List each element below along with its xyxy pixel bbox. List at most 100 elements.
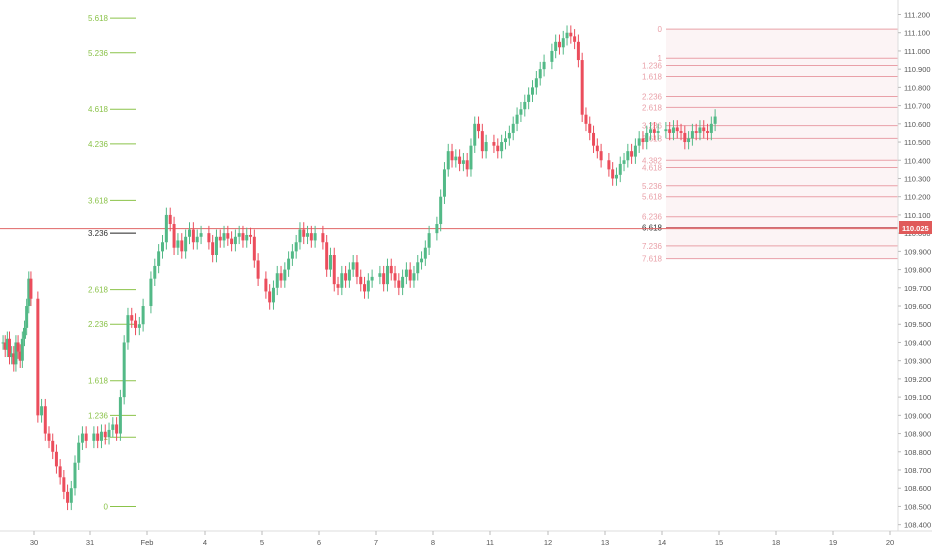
candle-body [271, 287, 275, 303]
candle-body [77, 442, 81, 463]
fib-right-level-label: 5.618 [642, 193, 663, 202]
candle-body [504, 138, 507, 143]
x-tick-label: Feb [141, 538, 154, 547]
y-tick-label: 109.700 [904, 284, 931, 293]
candle-body [355, 262, 359, 277]
candle-body [43, 406, 47, 434]
y-tick-label: 110.300 [904, 174, 931, 183]
x-tick-label: 18 [772, 538, 780, 547]
candle-body [687, 138, 691, 143]
candle-body [40, 406, 44, 416]
y-tick-label: 108.500 [904, 502, 931, 511]
candle-body [115, 424, 119, 434]
candle-body [469, 145, 473, 170]
x-tick-label: 31 [86, 538, 94, 547]
candle-body [366, 280, 370, 292]
x-tick-label: 7 [374, 538, 378, 547]
fib-right-level-label: 4.382 [642, 156, 663, 165]
candle-body [84, 433, 88, 441]
candle-body [347, 269, 351, 281]
candle-body [465, 160, 469, 170]
fib-right-zone [666, 29, 898, 259]
x-tick-label: 5 [260, 538, 264, 547]
candles [1, 25, 717, 511]
candle-body [668, 129, 672, 133]
candle-body [584, 114, 588, 124]
x-tick-label: 11 [486, 538, 494, 547]
candle-body [92, 433, 96, 441]
y-tick-label: 109.500 [904, 320, 931, 329]
y-tick-label: 108.600 [904, 484, 931, 493]
candle-body [461, 160, 465, 164]
candle-body [557, 41, 561, 48]
candle-body [176, 240, 180, 248]
candle-body [14, 342, 18, 365]
candle-body [47, 433, 51, 441]
x-tick-label: 4 [203, 538, 207, 547]
candle-body [473, 123, 477, 146]
fib-right-level-label: 1 [658, 54, 663, 63]
fib-left-level-label: 1 [104, 433, 109, 442]
candle-body [62, 477, 66, 492]
y-tick-label: 109.400 [904, 338, 931, 347]
candle-body [573, 36, 577, 42]
candle-body [435, 224, 439, 234]
fib-left-level-label: 5.618 [88, 14, 109, 23]
candle-body [27, 278, 31, 307]
candle-body [66, 491, 70, 503]
candle-body [279, 273, 283, 281]
candle-body [328, 255, 332, 270]
candle-body [370, 276, 374, 281]
candle-body [675, 127, 679, 132]
current-price-badge [899, 221, 932, 234]
candle-body [336, 284, 340, 288]
candle-body [54, 451, 58, 467]
candle-body [614, 174, 618, 179]
candle-body [29, 278, 33, 299]
candle-body [523, 101, 527, 110]
candle-body [12, 353, 16, 365]
y-tick-label: 110.400 [904, 156, 931, 165]
fib-left-level-label: 4.618 [88, 105, 109, 114]
fib-left-level-label: 3.618 [88, 196, 109, 205]
y-tick-label: 110.600 [904, 120, 931, 129]
candle-body [450, 151, 454, 161]
candle-body [172, 224, 176, 248]
candle-body [69, 488, 73, 503]
candle-body [397, 280, 401, 288]
candle-body [393, 273, 397, 281]
candle-body [51, 440, 55, 452]
candle-body [507, 132, 511, 139]
y-tick-label: 110.900 [904, 65, 931, 74]
fib-left-level-label: 4.236 [88, 140, 109, 149]
candle-body [218, 236, 222, 241]
candle-body [1, 342, 5, 344]
candle-body [630, 151, 634, 157]
candle-body [626, 151, 630, 161]
y-tick-label: 111.000 [904, 47, 930, 56]
fib-right-level-label: 1.236 [642, 62, 663, 71]
candle-body [313, 233, 317, 241]
candle-body [427, 233, 431, 248]
candle-body [332, 255, 336, 285]
candle-body [36, 298, 40, 416]
fib-right-level-label: 7.236 [642, 242, 663, 251]
candle-body [157, 251, 161, 266]
price-axis: 108.400 108.500 108.600 108.700 108.800 108.9… [898, 11, 931, 530]
candle-body [580, 60, 584, 115]
candle-body [500, 142, 504, 152]
candle-body [126, 315, 130, 343]
candle-body [542, 61, 546, 70]
candle-body [58, 466, 62, 478]
candle-body [671, 127, 675, 133]
candle-body [599, 151, 603, 161]
fib-right-level-label: 0 [658, 25, 663, 34]
candle-body [645, 132, 649, 143]
candle-body [188, 229, 191, 237]
candle-body [122, 342, 126, 398]
fib-right-level-label: 7.618 [642, 255, 663, 264]
candle-body [442, 169, 446, 197]
candle-body [168, 214, 172, 225]
